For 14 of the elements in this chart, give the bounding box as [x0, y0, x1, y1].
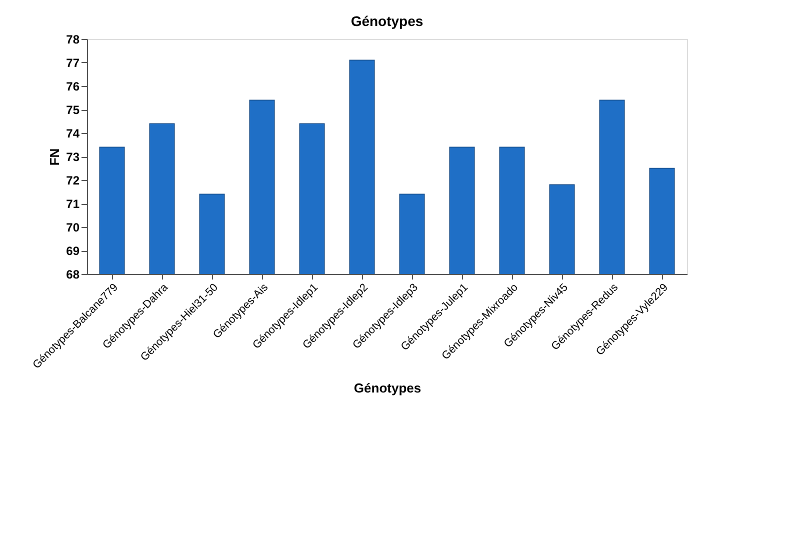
y-axis-title: FN: [47, 148, 62, 166]
y-tick-label: 68: [66, 268, 80, 282]
y-tick-label: 75: [66, 103, 80, 117]
y-tick-label: 77: [66, 56, 80, 70]
y-tick-label: 78: [66, 32, 80, 46]
chart-title: Génotypes: [350, 13, 424, 29]
y-tick-label: 74: [66, 126, 80, 140]
x-axis-title: Génotypes: [354, 380, 422, 396]
y-tick-label: 69: [66, 244, 80, 258]
y-tick-label: 70: [66, 220, 80, 234]
y-tick-label: 72: [66, 174, 80, 188]
y-tick-label: 73: [66, 150, 80, 164]
y-tick-label: 71: [66, 197, 80, 211]
y-tick-label: 76: [66, 80, 80, 94]
